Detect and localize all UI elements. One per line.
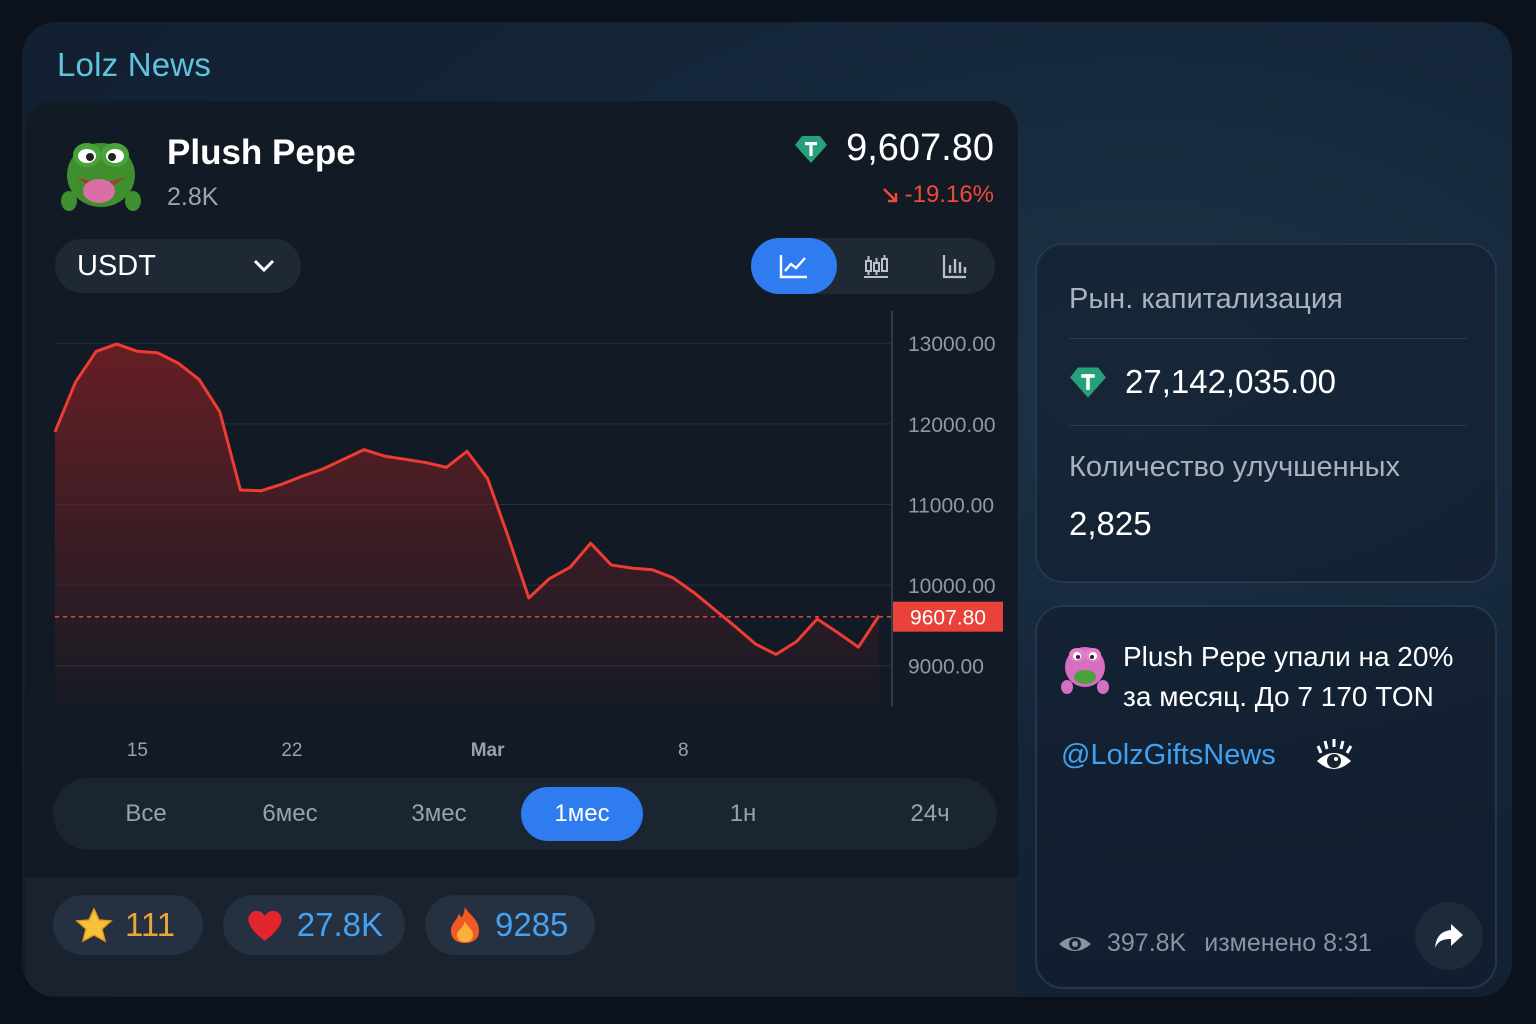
price-area [55,344,879,706]
pepe-pink-icon [1061,647,1109,694]
channel-name[interactable]: Lolz News [57,46,212,83]
range-button[interactable]: Все [125,800,167,827]
gift-card: Plush Pepe 2.8K 9,607.80 -19.16% USDT [25,101,1018,996]
message-text: Plush Pepe упали на 20% за месяц. До 7 1… [1123,637,1483,717]
y-tick-label: 12000.00 [908,414,996,437]
range-button[interactable]: 1н [729,800,757,827]
line-chart-icon [779,255,807,279]
y-tick-label: 9000.00 [908,656,984,679]
message-card: Plush Pepe упали на 20% за месяц. До 7 1… [1035,605,1497,989]
divider [1069,338,1467,339]
market-cap-label: Рын. капитализация [1069,283,1343,315]
reaction-heart[interactable]: 27.8K [223,895,405,955]
current-price-badge [893,601,1003,632]
edited-time: изменено 8:31 [1204,929,1372,957]
upgraded-label: Количество улучшенных [1069,451,1400,483]
divider [1069,425,1467,426]
eye-icon [1059,936,1091,951]
bar-view-button[interactable] [916,238,995,294]
price-row: 9,607.80 [794,127,994,170]
channel-link[interactable]: @LolzGiftsNews [1061,739,1276,771]
gift-price: 9,607.80 [846,127,994,169]
x-tick-label: 22 [281,740,302,761]
usdt-icon [795,135,828,163]
price-chart: 13000.00 12000.00 11000.00 10000.00 9000.00 9… [53,311,1003,761]
message-meta: 397.8K изменено 8:31 [1057,929,1372,958]
range-button[interactable]: 3мес [411,800,467,827]
reaction-count: 9285 [495,906,569,943]
y-tick-label: 11000.00 [908,494,994,517]
share-arrow-icon [1435,924,1463,948]
range-button[interactable]: 6мес [262,800,318,827]
reactions-bar: 111 27.8K 9285 [25,877,1018,996]
upgraded-value: 2,825 [1069,505,1152,542]
chart-view-toggle [751,238,995,294]
channel-post: Lolz News Plush Pepe 2.8K 9,607.80 [22,22,1512,997]
price-change: -19.16% [881,181,994,209]
y-tick-label: 10000.00 [908,575,996,598]
arrow-down-right-icon [882,188,897,203]
line-view-button[interactable] [751,238,837,294]
x-tick-label: 8 [678,740,689,761]
currency-value: USDT [77,249,156,282]
message-line-1: Plush Pepe упали на 20% [1123,641,1454,672]
reaction-count: 27.8K [296,906,383,943]
reaction-fire[interactable]: 9285 [425,895,595,955]
current-price-label: 9607.80 [910,607,986,630]
price-change-value: -19.16% [904,181,994,208]
stats-card: Рын. капитализация 27,142,035.00 Количес… [1035,243,1497,583]
gift-count: 2.8K [167,183,219,211]
currency-select[interactable]: USDT [55,239,301,293]
eye-lashes-icon [1316,739,1353,769]
star-icon [75,907,113,943]
x-tick-label: 15 [127,740,148,761]
range-button[interactable]: 1мес [521,787,643,841]
market-cap-value: 27,142,035.00 [1125,363,1337,400]
time-range-bar: Все 6мес 3мес 1мес 1н 24ч [53,778,997,850]
heart-icon [248,910,282,941]
pepe-avatar [61,143,141,211]
price-line [53,342,881,656]
share-button[interactable] [1415,902,1483,970]
candlestick-view-button[interactable] [837,238,916,294]
views-count: 397.8K [1107,929,1187,957]
candlestick-icon [864,255,889,278]
bar-chart-icon [943,255,967,279]
reaction-star[interactable]: 111 [53,895,203,955]
range-button[interactable]: 24ч [910,800,950,827]
reaction-count: 111 [125,906,176,943]
usdt-icon [1070,367,1106,398]
y-tick-label: 13000.00 [908,333,996,356]
message-line-2: за месяц. До 7 170 TON [1123,681,1434,712]
market-cap-value-row: 27,142,035.00 [1069,363,1336,401]
fire-icon [451,907,479,943]
chevron-down-icon [253,259,275,273]
x-tick-label: Mar [471,740,505,761]
gift-title: Plush Pepe [167,133,356,172]
